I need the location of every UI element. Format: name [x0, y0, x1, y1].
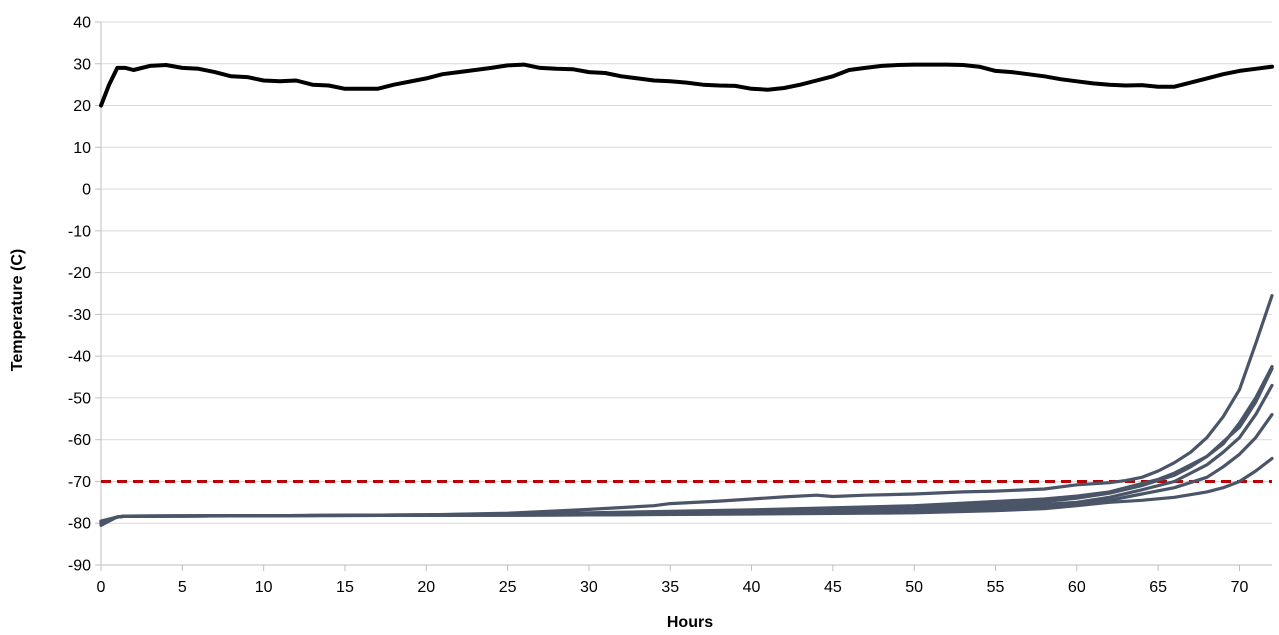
x-tick-label: 60 — [1068, 579, 1086, 596]
x-tick-label: 50 — [905, 579, 923, 596]
y-tick-label: -70 — [68, 474, 91, 491]
x-tick-label: 70 — [1231, 579, 1249, 596]
series-lines — [99, 62, 1274, 527]
y-tick-label: -80 — [68, 516, 91, 533]
x-tick-label: 20 — [417, 579, 435, 596]
x-tick-label: 65 — [1149, 579, 1167, 596]
y-tick-label: -40 — [68, 349, 91, 366]
x-axis-title: Hours — [667, 614, 713, 631]
sample-temperature-line — [99, 294, 1274, 523]
x-tick-label: 25 — [499, 579, 517, 596]
x-tick-label: 45 — [824, 579, 842, 596]
y-tick-label: -20 — [68, 265, 91, 282]
y-tick-label: 10 — [73, 140, 91, 157]
y-tick-label: 40 — [73, 15, 91, 32]
y-tick-labels: 40 30 20 10 0 -10 -20 -30 -40 -50 -60 -70 -80 -90 — [68, 15, 91, 575]
x-tick-labels: 0 5 10 15 20 25 30 35 40 45 50 55 60 65 70 — [97, 579, 1249, 596]
axes — [95, 21, 1272, 571]
sample-temperature-line — [99, 456, 1274, 524]
y-tick-label: 30 — [73, 56, 91, 73]
y-tick-label: -50 — [68, 390, 91, 407]
x-tick-label: 10 — [255, 579, 273, 596]
y-tick-label: -10 — [68, 223, 91, 240]
y-tick-label: 0 — [82, 182, 91, 199]
x-tick-label: 40 — [743, 579, 761, 596]
x-tick-label: 35 — [661, 579, 679, 596]
y-tick-label: -30 — [68, 307, 91, 324]
x-tick-label: 5 — [178, 579, 187, 596]
y-axis-title: Temperature (C) — [9, 249, 26, 371]
sample-temperature-line — [99, 413, 1274, 524]
x-tick-label: 0 — [97, 579, 106, 596]
x-tick-label: 15 — [336, 579, 354, 596]
x-tick-label: 55 — [987, 579, 1005, 596]
y-tick-label: -60 — [68, 432, 91, 449]
y-tick-label: 20 — [73, 98, 91, 115]
y-tick-label: -90 — [68, 558, 91, 575]
x-tick-label: 30 — [580, 579, 598, 596]
ambient-temperature-line — [99, 62, 1274, 108]
